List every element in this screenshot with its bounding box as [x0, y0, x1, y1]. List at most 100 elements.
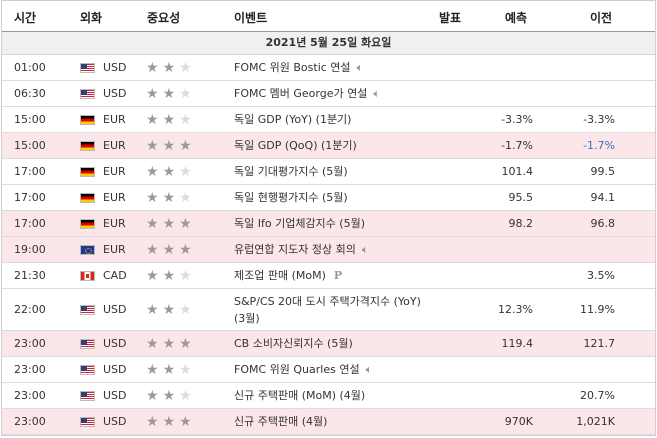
event-row[interactable]: 17:00 EUR ★ ★ ★ 독일 기대평가지수 (5월) 101.4 99.5 — [2, 159, 655, 185]
currency-flag — [80, 159, 96, 184]
event-name[interactable]: FOMC 멤버 George가 연설 🔈︎ — [234, 81, 434, 106]
star-filled-icon: ★ — [162, 413, 176, 430]
star-empty-icon: ★ — [179, 111, 192, 128]
event-title[interactable]: 유럽연합 지도자 정상 회의 — [234, 243, 356, 256]
event-row[interactable]: 17:00 EUR ★ ★ ★ 독일 Ifo 기업체감지수 (5월) 98.2 96.8 — [2, 211, 655, 237]
star-filled-icon: ★ — [162, 301, 176, 318]
event-row[interactable]: 23:00 USD ★ ★ ★ FOMC 위원 Quarles 연설 🔈︎ — [2, 357, 655, 383]
event-time: 06:30 — [14, 87, 46, 100]
event-time: 22:00 — [14, 303, 46, 316]
event-row[interactable]: 23:00 USD ★ ★ ★ CB 소비자신뢰지수 (5월) 119.4 121.7 — [2, 331, 655, 357]
star-filled-icon: ★ — [162, 137, 176, 154]
event-name[interactable]: FOMC 위원 Quarles 연설 🔈︎ — [234, 357, 434, 382]
event-currency: EUR — [103, 217, 126, 230]
event-title[interactable]: 제조업 판매 (MoM) — [234, 269, 326, 282]
event-row[interactable]: 15:00 EUR ★ ★ ★ 독일 GDP (YoY) (1분기) -3.3% -3.3% — [2, 107, 655, 133]
de-flag-icon — [80, 192, 95, 203]
event-time: 19:00 — [14, 243, 46, 256]
event-title[interactable]: 신규 주택판매 (4월) — [234, 415, 328, 428]
event-previous: 11.9% — [580, 303, 615, 316]
event-row[interactable]: 17:00 EUR ★ ★ ★ 독일 현행평가지수 (5월) 95.5 94.1 — [2, 185, 655, 211]
event-name[interactable]: 독일 현행평가지수 (5월) — [234, 185, 434, 210]
event-time: 17:00 — [14, 165, 46, 178]
de-flag-icon — [80, 114, 95, 125]
de-flag-icon — [80, 166, 95, 177]
header-forecast: 예측 — [505, 11, 528, 25]
event-currency: USD — [103, 337, 127, 350]
importance-stars: ★ ★ ★ — [146, 357, 206, 382]
event-row[interactable]: 23:00 USD ★ ★ ★ 신규 주택판매 (4월) 970K 1,021K — [2, 409, 655, 435]
event-name[interactable]: CB 소비자신뢰지수 (5월) — [234, 331, 434, 356]
currency-flag — [80, 331, 96, 356]
star-empty-icon: ★ — [179, 301, 192, 318]
star-filled-icon: ★ — [179, 413, 192, 430]
event-previous — [555, 55, 615, 80]
event-row[interactable]: 01:00 USD ★ ★ ★ FOMC 위원 Bostic 연설 🔈︎ — [2, 55, 655, 81]
event-row[interactable]: 06:30 USD ★ ★ ★ FOMC 멤버 George가 연설 🔈︎ — [2, 81, 655, 107]
event-previous: 1,021K — [576, 415, 615, 428]
star-filled-icon: ★ — [146, 215, 159, 232]
event-name[interactable]: FOMC 위원 Bostic 연설 🔈︎ — [234, 55, 434, 80]
importance-stars: ★ ★ ★ — [146, 81, 206, 106]
importance-stars: ★ ★ ★ — [146, 331, 206, 356]
event-name[interactable]: 독일 Ifo 기업체감지수 (5월) — [234, 211, 434, 236]
event-previous — [555, 357, 615, 382]
event-forecast: 970K — [504, 415, 533, 428]
event-name[interactable]: 독일 GDP (QoQ) (1분기) — [234, 133, 434, 158]
currency-flag — [80, 81, 96, 106]
event-title[interactable]: FOMC 위원 Bostic 연설 — [234, 61, 351, 74]
event-previous: -1.7% — [583, 139, 615, 152]
event-row[interactable]: 23:00 USD ★ ★ ★ 신규 주택판매 (MoM) (4월) 20.7% — [2, 383, 655, 409]
event-name[interactable]: 제조업 판매 (MoM) P — [234, 263, 434, 288]
de-flag-icon — [80, 218, 95, 229]
event-title[interactable]: 독일 GDP (YoY) (1분기) — [234, 113, 352, 126]
event-currency: USD — [103, 415, 127, 428]
event-forecast — [473, 55, 533, 80]
event-title[interactable]: CB 소비자신뢰지수 (5월) — [234, 337, 353, 350]
event-title[interactable]: FOMC 위원 Quarles 연설 — [234, 363, 360, 376]
event-time: 17:00 — [14, 191, 46, 204]
preliminary-icon: P — [333, 269, 343, 282]
event-name[interactable]: 독일 GDP (YoY) (1분기) — [234, 107, 434, 132]
importance-stars: ★ ★ ★ — [146, 289, 206, 330]
star-filled-icon: ★ — [146, 301, 159, 318]
event-row[interactable]: 21:30 CAD ★ ★ ★ 제조업 판매 (MoM) P 3.5% — [2, 263, 655, 289]
event-name[interactable]: 독일 기대평가지수 (5월) — [234, 159, 434, 184]
star-filled-icon: ★ — [179, 241, 192, 258]
event-time: 15:00 — [14, 113, 46, 126]
event-title[interactable]: 독일 Ifo 기업체감지수 (5월) — [234, 217, 365, 230]
event-forecast — [473, 357, 533, 382]
event-name[interactable]: 신규 주택판매 (MoM) (4월) — [234, 383, 434, 408]
event-title[interactable]: S&P/CS 20대 도시 주택가격지수 (YoY) (3월) — [234, 294, 421, 325]
importance-stars: ★ ★ ★ — [146, 409, 206, 434]
speaker-icon: 🔈︎ — [361, 243, 369, 256]
star-filled-icon: ★ — [146, 361, 159, 378]
event-previous: 121.7 — [583, 337, 616, 350]
event-title[interactable]: 독일 현행평가지수 (5월) — [234, 191, 348, 204]
event-name[interactable]: 유럽연합 지도자 정상 회의 🔈︎ — [234, 237, 434, 262]
star-filled-icon: ★ — [162, 361, 176, 378]
event-row[interactable]: 19:00 EUR ★ ★ ★ 유럽연합 지도자 정상 회의 🔈︎ — [2, 237, 655, 263]
star-filled-icon: ★ — [146, 111, 159, 128]
event-name[interactable]: 신규 주택판매 (4월) — [234, 409, 434, 434]
star-filled-icon: ★ — [162, 189, 176, 206]
event-title[interactable]: 독일 GDP (QoQ) (1분기) — [234, 139, 357, 152]
event-forecast — [473, 383, 533, 408]
event-time: 21:30 — [14, 269, 46, 282]
event-name[interactable]: S&P/CS 20대 도시 주택가격지수 (YoY) (3월) — [234, 289, 434, 330]
event-title[interactable]: FOMC 멤버 George가 연설 — [234, 87, 368, 100]
event-forecast: -1.7% — [501, 139, 533, 152]
importance-stars: ★ ★ ★ — [146, 237, 206, 262]
event-previous: 96.8 — [590, 217, 616, 230]
event-title[interactable]: 신규 주택판매 (MoM) (4월) — [234, 389, 366, 402]
event-currency: EUR — [103, 165, 126, 178]
event-currency: USD — [103, 303, 127, 316]
event-row[interactable]: 15:00 EUR ★ ★ ★ 독일 GDP (QoQ) (1분기) -1.7% -1.7% — [2, 133, 655, 159]
currency-flag — [80, 55, 96, 80]
importance-stars: ★ ★ ★ — [146, 159, 206, 184]
event-title[interactable]: 독일 기대평가지수 (5월) — [234, 165, 348, 178]
table-header: 시간 외화 중요성 이벤트 발표 예측 이전 — [2, 1, 655, 32]
event-row[interactable]: 22:00 USD ★ ★ ★ S&P/CS 20대 도시 주택가격지수 (YoY) (3… — [2, 289, 655, 331]
star-filled-icon: ★ — [162, 215, 176, 232]
header-previous: 이전 — [590, 11, 613, 25]
